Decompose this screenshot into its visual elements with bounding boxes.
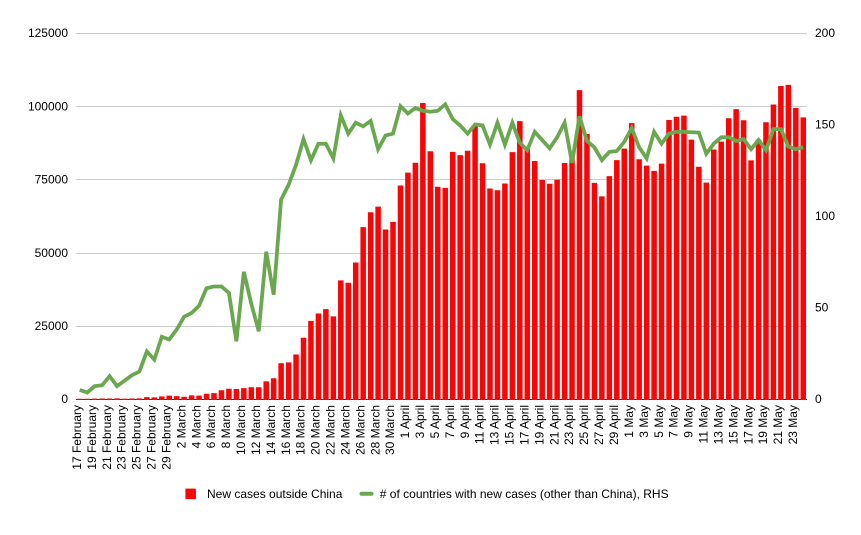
svg-text:14 March: 14 March bbox=[264, 405, 278, 455]
svg-text:21 February: 21 February bbox=[100, 405, 114, 470]
svg-text:18 March: 18 March bbox=[294, 405, 308, 455]
svg-text:20 March: 20 March bbox=[309, 405, 323, 455]
svg-text:19 May: 19 May bbox=[756, 405, 770, 444]
svg-text:16 March: 16 March bbox=[279, 405, 293, 455]
svg-text:150: 150 bbox=[815, 118, 835, 132]
svg-text:12 March: 12 March bbox=[249, 405, 263, 455]
svg-text:0: 0 bbox=[61, 392, 68, 406]
svg-text:27 February: 27 February bbox=[145, 405, 159, 470]
svg-text:13 May: 13 May bbox=[711, 405, 725, 444]
svg-text:200: 200 bbox=[815, 26, 835, 40]
svg-text:17 April: 17 April bbox=[517, 405, 531, 445]
svg-text:100000: 100000 bbox=[28, 99, 68, 113]
svg-text:2 March: 2 March bbox=[174, 405, 188, 448]
svg-text:28 March: 28 March bbox=[368, 405, 382, 455]
svg-text:3 May: 3 May bbox=[637, 405, 651, 438]
svg-text:29 April: 29 April bbox=[607, 405, 621, 445]
svg-text:30 March: 30 March bbox=[383, 405, 397, 455]
svg-text:25 February: 25 February bbox=[130, 405, 144, 470]
svg-text:7 May: 7 May bbox=[667, 405, 681, 438]
svg-text:11 April: 11 April bbox=[473, 405, 487, 444]
svg-text:13 April: 13 April bbox=[488, 405, 502, 445]
svg-text:25 April: 25 April bbox=[577, 405, 591, 445]
svg-text:17 May: 17 May bbox=[741, 405, 755, 444]
svg-text:1 April: 1 April bbox=[398, 405, 412, 438]
svg-text:22 March: 22 March bbox=[324, 405, 338, 455]
svg-text:21 April: 21 April bbox=[547, 405, 561, 445]
svg-text:50: 50 bbox=[815, 301, 829, 315]
svg-text:7 April: 7 April bbox=[443, 405, 457, 438]
svg-text:24 March: 24 March bbox=[338, 405, 352, 455]
svg-text:10 March: 10 March bbox=[234, 405, 248, 455]
svg-text:75000: 75000 bbox=[35, 173, 69, 187]
svg-text:# of countries with new cases: # of countries with new cases (other tha… bbox=[380, 487, 669, 501]
svg-text:100: 100 bbox=[815, 209, 835, 223]
svg-text:50000: 50000 bbox=[35, 246, 69, 260]
svg-text:3 April: 3 April bbox=[413, 405, 427, 438]
svg-text:9 April: 9 April bbox=[458, 405, 472, 438]
svg-text:0: 0 bbox=[815, 392, 822, 406]
svg-text:15 May: 15 May bbox=[726, 405, 740, 444]
svg-text:1 May: 1 May bbox=[622, 405, 636, 438]
svg-text:23 April: 23 April bbox=[562, 405, 576, 445]
svg-text:26 March: 26 March bbox=[353, 405, 367, 455]
svg-text:9 May: 9 May bbox=[682, 405, 696, 438]
svg-text:125000: 125000 bbox=[28, 26, 68, 40]
svg-text:8 March: 8 March bbox=[219, 405, 233, 448]
svg-text:25000: 25000 bbox=[35, 319, 69, 333]
svg-text:New cases outside China: New cases outside China bbox=[207, 487, 343, 501]
svg-text:19 February: 19 February bbox=[85, 405, 99, 470]
svg-text:23 February: 23 February bbox=[115, 405, 129, 470]
svg-text:23 May: 23 May bbox=[786, 405, 800, 444]
svg-text:5 May: 5 May bbox=[652, 405, 666, 438]
svg-text:4 March: 4 March bbox=[189, 405, 203, 448]
svg-text:15 April: 15 April bbox=[503, 405, 517, 445]
svg-text:6 March: 6 March bbox=[204, 405, 218, 448]
svg-text:11 May: 11 May bbox=[697, 405, 711, 443]
svg-text:5 April: 5 April bbox=[428, 405, 442, 438]
svg-text:29 February: 29 February bbox=[159, 405, 173, 470]
svg-text:27 April: 27 April bbox=[592, 405, 606, 445]
svg-text:19 April: 19 April bbox=[532, 405, 546, 445]
svg-text:17 February: 17 February bbox=[70, 405, 84, 470]
svg-text:21 May: 21 May bbox=[771, 405, 785, 444]
